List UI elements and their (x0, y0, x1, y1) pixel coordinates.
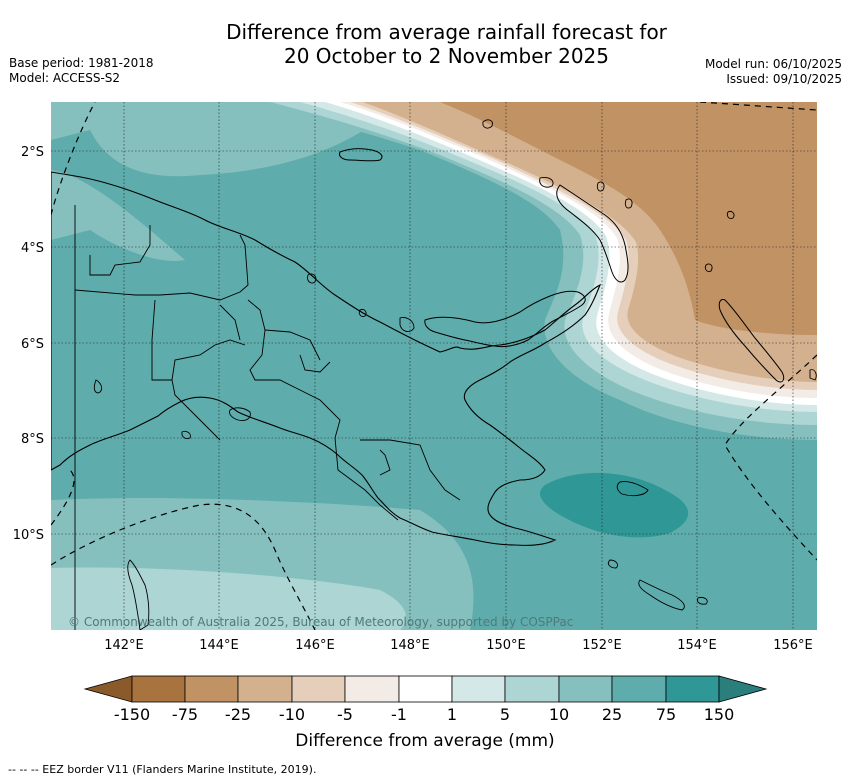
colorbar-segment (611, 675, 667, 703)
title-line-1: Difference from average rainfall forecas… (226, 20, 667, 44)
longitude-labels: 142°E 144°E 146°E 148°E 150°E 152°E 154°… (104, 638, 813, 653)
lat-label: 10°S (13, 528, 44, 543)
colorbar-tick: -75 (172, 705, 198, 724)
lon-label: 148°E (390, 638, 430, 653)
lon-label: 156°E (773, 638, 813, 653)
rain-band-minus25-minus75 (440, 102, 817, 335)
lon-label: 146°E (295, 638, 335, 653)
rain-band-5-10-south (51, 567, 406, 630)
lon-label: 152°E (582, 638, 622, 653)
meta-right: Model run: 06/10/2025 Issued: 09/10/2025 (705, 57, 842, 87)
lat-label: 8°S (21, 432, 44, 447)
colorbar-label: Difference from average (mm) (295, 731, 555, 751)
colorbar-segment (344, 675, 400, 703)
colorbar-segment (504, 675, 560, 703)
rain-band-10-25-west (51, 170, 185, 261)
colorbar-segment (291, 675, 346, 703)
eez-footnote: -- -- -- EEZ border V11 (Flanders Marine… (8, 763, 317, 776)
lon-label: 150°E (486, 638, 526, 653)
lon-label: 144°E (199, 638, 239, 653)
province-borders (74, 205, 461, 630)
bougainville-coastline (718, 299, 785, 383)
colorbar-segment (131, 675, 186, 703)
colorbar-tick: 25 (602, 705, 622, 724)
colorbar-segment (237, 675, 293, 703)
colorbar-tick: -150 (114, 705, 150, 724)
lat-label: 6°S (21, 337, 44, 352)
copyright-text: © Commonwealth of Australia 2025, Bureau… (68, 615, 573, 629)
colorbar-segment (451, 675, 506, 703)
eez-borders (51, 102, 817, 630)
manus-coastline (339, 148, 383, 162)
title-line-2: 20 October to 2 November 2025 (283, 44, 610, 68)
lon-label: 154°E (677, 638, 717, 653)
meta-left: Base period: 1981-2018 Model: ACCESS-S2 (9, 56, 154, 86)
colorbar-segment (558, 675, 613, 703)
small-islands (93, 119, 817, 630)
rain-band-10-25-northwest (51, 102, 400, 177)
map-title: Difference from average rainfall forecas… (150, 20, 743, 68)
colorbar-tick: -10 (279, 705, 305, 724)
new-guinea-coastline (51, 171, 602, 546)
new-ireland-coastline (556, 184, 629, 283)
colorbar-tick: 150 (704, 705, 735, 724)
model-run: Model run: 06/10/2025 (704, 57, 842, 71)
colorbar-extend-low (83, 675, 133, 703)
colorbar-tick: -5 (337, 705, 353, 724)
graticule (51, 102, 817, 630)
colorbar-tick: -25 (225, 705, 251, 724)
colorbar-tick: 75 (656, 705, 676, 724)
colorbar-segment (665, 675, 720, 703)
base-period: Base period: 1981-2018 (9, 56, 154, 70)
rain-band-75-150 (540, 472, 689, 538)
colorbar-ticks: -150 -75 -25 -10 -5 -1 1 5 10 25 75 150 (114, 705, 734, 724)
map-plot-area: © Commonwealth of Australia 2025, Bureau… (51, 102, 817, 630)
lon-label: 142°E (104, 638, 144, 653)
latitude-labels: 2°S 4°S 6°S 8°S 10°S (13, 145, 44, 543)
model-name: Model: ACCESS-S2 (9, 71, 121, 85)
lat-label: 4°S (21, 241, 44, 256)
colorbar-tick: 10 (549, 705, 569, 724)
colorbar-tick: 1 (447, 705, 457, 724)
colorbar: -150 -75 -25 -10 -5 -1 1 5 10 25 75 150 (83, 675, 768, 724)
new-britain-coastline (424, 290, 586, 348)
issued-date: Issued: 09/10/2025 (726, 72, 842, 86)
colorbar-segment (398, 675, 453, 703)
colorbar-tick: -1 (391, 705, 407, 724)
colorbar-tick: 5 (500, 705, 510, 724)
colorbar-extend-high (718, 675, 768, 703)
lat-label: 2°S (21, 145, 44, 160)
colorbar-segment (184, 675, 239, 703)
